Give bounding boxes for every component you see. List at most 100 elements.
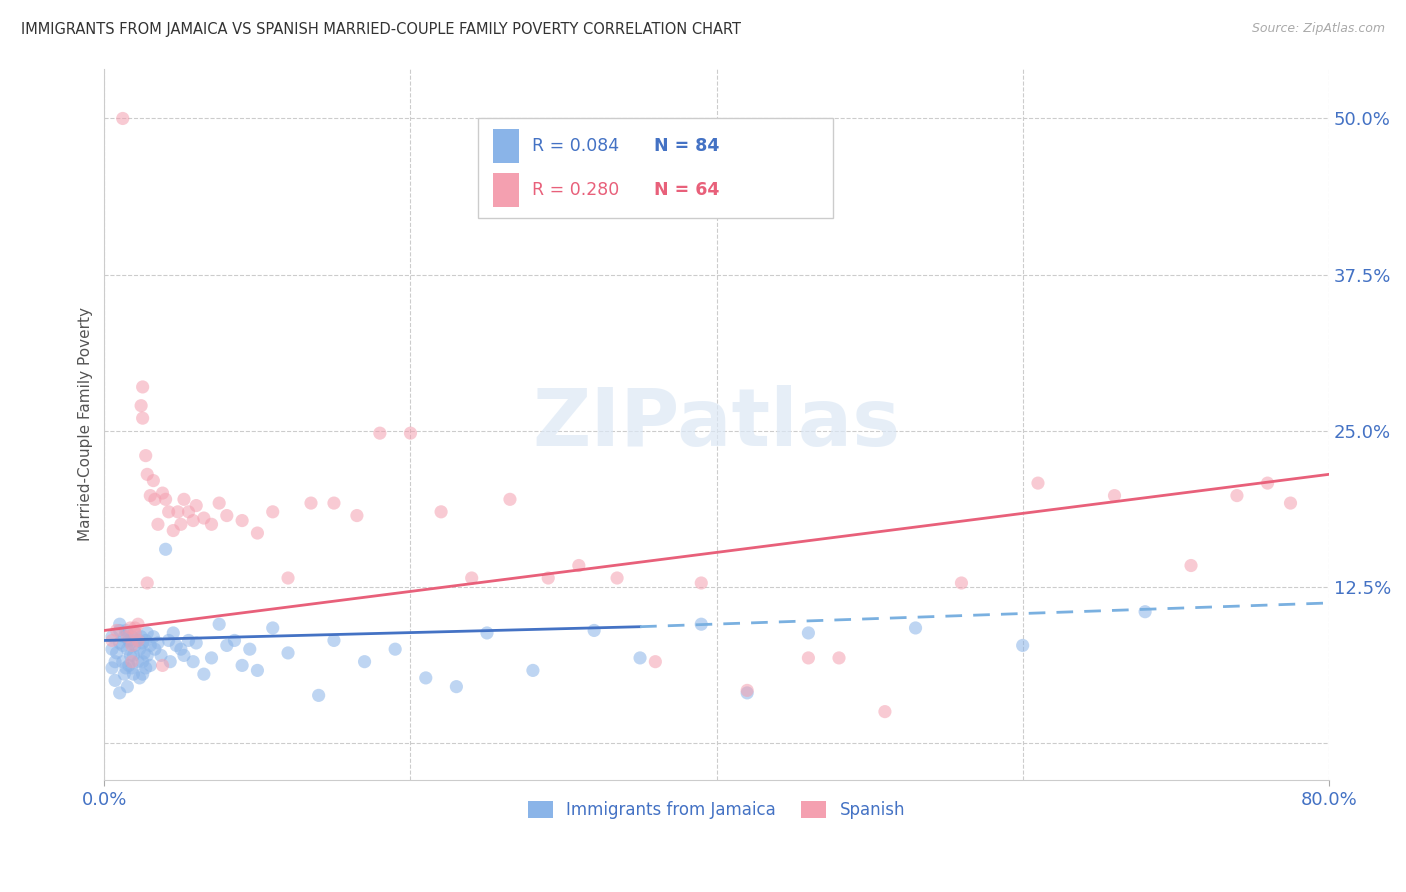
Point bbox=[152, 486, 174, 500]
Point bbox=[215, 508, 238, 523]
Point bbox=[142, 474, 165, 488]
Point bbox=[353, 655, 375, 669]
Point bbox=[128, 642, 150, 657]
Point bbox=[117, 642, 139, 657]
Text: N = 84: N = 84 bbox=[654, 137, 720, 155]
Point bbox=[797, 626, 820, 640]
Point bbox=[200, 651, 222, 665]
Point bbox=[173, 648, 195, 663]
Point bbox=[231, 514, 253, 528]
Point bbox=[139, 489, 162, 503]
Point bbox=[129, 399, 152, 413]
Point bbox=[522, 664, 544, 678]
Point bbox=[828, 651, 851, 665]
Point bbox=[159, 655, 181, 669]
Point bbox=[114, 624, 136, 638]
Point bbox=[136, 626, 159, 640]
Point bbox=[460, 571, 482, 585]
Point bbox=[308, 689, 330, 703]
Point bbox=[173, 492, 195, 507]
Point bbox=[162, 626, 184, 640]
Point bbox=[246, 526, 269, 541]
Point bbox=[224, 633, 246, 648]
Point bbox=[139, 639, 162, 653]
Point bbox=[215, 639, 238, 653]
Point bbox=[162, 524, 184, 538]
Point bbox=[1226, 489, 1249, 503]
Point bbox=[568, 558, 591, 573]
Point bbox=[446, 680, 468, 694]
Text: Source: ZipAtlas.com: Source: ZipAtlas.com bbox=[1251, 22, 1385, 36]
Point bbox=[143, 492, 166, 507]
Point bbox=[124, 626, 146, 640]
Point bbox=[208, 617, 231, 632]
Point bbox=[117, 630, 139, 644]
Point bbox=[499, 492, 522, 507]
Point bbox=[139, 658, 162, 673]
Text: IMMIGRANTS FROM JAMAICA VS SPANISH MARRIED-COUPLE FAMILY POVERTY CORRELATION CHA: IMMIGRANTS FROM JAMAICA VS SPANISH MARRI… bbox=[21, 22, 741, 37]
Point bbox=[108, 624, 131, 638]
Point bbox=[143, 642, 166, 657]
Point bbox=[208, 496, 231, 510]
Point bbox=[127, 633, 149, 648]
Point bbox=[122, 667, 145, 681]
Point bbox=[1104, 489, 1126, 503]
Point bbox=[644, 655, 666, 669]
FancyBboxPatch shape bbox=[492, 173, 519, 207]
Point bbox=[122, 648, 145, 663]
Point bbox=[177, 505, 200, 519]
Point bbox=[583, 624, 606, 638]
Point bbox=[131, 380, 153, 394]
Point bbox=[166, 505, 188, 519]
Point bbox=[131, 636, 153, 650]
Point bbox=[323, 496, 346, 510]
Point bbox=[131, 411, 153, 425]
Point bbox=[246, 664, 269, 678]
Point bbox=[537, 571, 560, 585]
Point bbox=[181, 514, 204, 528]
Legend: Immigrants from Jamaica, Spanish: Immigrants from Jamaica, Spanish bbox=[522, 794, 911, 825]
Point bbox=[121, 661, 143, 675]
Y-axis label: Married-Couple Family Poverty: Married-Couple Family Poverty bbox=[79, 308, 93, 541]
FancyBboxPatch shape bbox=[478, 119, 832, 218]
Point bbox=[108, 617, 131, 632]
Point bbox=[200, 517, 222, 532]
Text: R = 0.280: R = 0.280 bbox=[531, 181, 619, 199]
Point bbox=[170, 642, 193, 657]
Point bbox=[690, 617, 713, 632]
Point bbox=[323, 633, 346, 648]
Point bbox=[105, 624, 128, 638]
Point bbox=[104, 655, 127, 669]
Point bbox=[121, 639, 143, 653]
Point bbox=[177, 633, 200, 648]
Point bbox=[114, 661, 136, 675]
Point bbox=[1011, 639, 1033, 653]
Point bbox=[118, 658, 141, 673]
Point bbox=[124, 639, 146, 653]
Point bbox=[735, 686, 758, 700]
Point bbox=[1180, 558, 1202, 573]
Point bbox=[606, 571, 628, 585]
Point bbox=[475, 626, 498, 640]
Point bbox=[108, 686, 131, 700]
Point bbox=[131, 667, 153, 681]
Point bbox=[111, 639, 134, 653]
Point bbox=[117, 626, 139, 640]
Point bbox=[129, 630, 152, 644]
Point bbox=[124, 626, 146, 640]
Point bbox=[430, 505, 453, 519]
Point bbox=[277, 571, 299, 585]
Point bbox=[186, 499, 208, 513]
Point bbox=[157, 505, 180, 519]
Point bbox=[181, 655, 204, 669]
Point bbox=[101, 642, 124, 657]
Point bbox=[111, 112, 134, 126]
Point bbox=[136, 648, 159, 663]
Point bbox=[135, 449, 157, 463]
Point bbox=[239, 642, 262, 657]
Text: N = 64: N = 64 bbox=[654, 181, 720, 199]
Point bbox=[134, 646, 156, 660]
Point bbox=[135, 633, 157, 648]
Point bbox=[165, 639, 187, 653]
Point bbox=[150, 648, 173, 663]
